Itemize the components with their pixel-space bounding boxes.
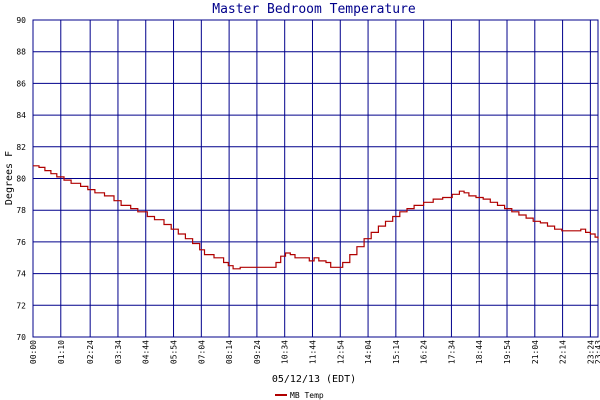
x-tick-label: 17:34 — [447, 340, 456, 364]
x-axis-tick-labels: 00:00 01:10 02:24 03:34 04:44 05:54 07:04 08:14… — [29, 340, 600, 364]
x-tick-label: 07:04 — [197, 340, 206, 364]
x-tick-label: 02:24 — [86, 340, 95, 364]
x-tick-label: 12:54 — [336, 340, 345, 364]
x-tick-label: 22:14 — [559, 340, 568, 364]
series-line-mb-temp — [33, 165, 599, 270]
x-tick-label: 03:34 — [114, 340, 123, 364]
y-tick-label: 82 — [16, 143, 26, 152]
y-tick-label: 72 — [16, 301, 26, 310]
x-tick-label: 04:44 — [142, 340, 151, 364]
x-axis-label: 05/12/13 (EDT) — [272, 374, 356, 385]
y-tick-label: 86 — [16, 79, 26, 88]
x-tick-label: 10:34 — [281, 340, 290, 364]
x-tick-label: 18:44 — [475, 340, 484, 364]
y-tick-label: 74 — [16, 270, 26, 279]
x-tick-label: 21:04 — [531, 340, 540, 364]
y-tick-label: 90 — [16, 16, 26, 25]
legend-label: MB Temp — [290, 391, 324, 400]
x-tick-label: 15:14 — [392, 340, 401, 364]
y-tick-label: 78 — [16, 206, 26, 215]
plot-area — [33, 165, 599, 270]
x-tick-label: 00:00 — [29, 340, 38, 364]
x-tick-label: 16:24 — [420, 340, 429, 364]
y-tick-label: 84 — [16, 111, 26, 120]
x-tick-label: 11:44 — [308, 340, 317, 364]
chart-grid — [32, 19, 599, 338]
y-tick-label: 80 — [16, 175, 26, 184]
x-tick-label: 09:24 — [253, 340, 262, 364]
y-tick-label: 76 — [16, 238, 26, 247]
chart-title: Master Bedroom Temperature — [212, 2, 416, 17]
y-tick-label: 70 — [16, 333, 26, 342]
x-tick-label: 19:54 — [503, 340, 512, 364]
y-tick-label: 88 — [16, 48, 26, 57]
plot-frame — [32, 19, 599, 338]
x-tick-label: 14:04 — [364, 340, 373, 364]
legend: MB Temp — [275, 391, 324, 400]
y-axis-label: Degrees F — [4, 151, 15, 205]
x-tick-label: 05:54 — [170, 340, 179, 364]
x-tick-label: 23:43 — [594, 340, 600, 364]
x-tick-label: 08:14 — [225, 340, 234, 364]
x-tick-label: 23:24 — [586, 340, 595, 364]
x-tick-label: 01:10 — [57, 340, 66, 364]
y-axis-tick-labels: 70 72 74 76 78 80 82 84 86 88 90 — [16, 16, 26, 342]
